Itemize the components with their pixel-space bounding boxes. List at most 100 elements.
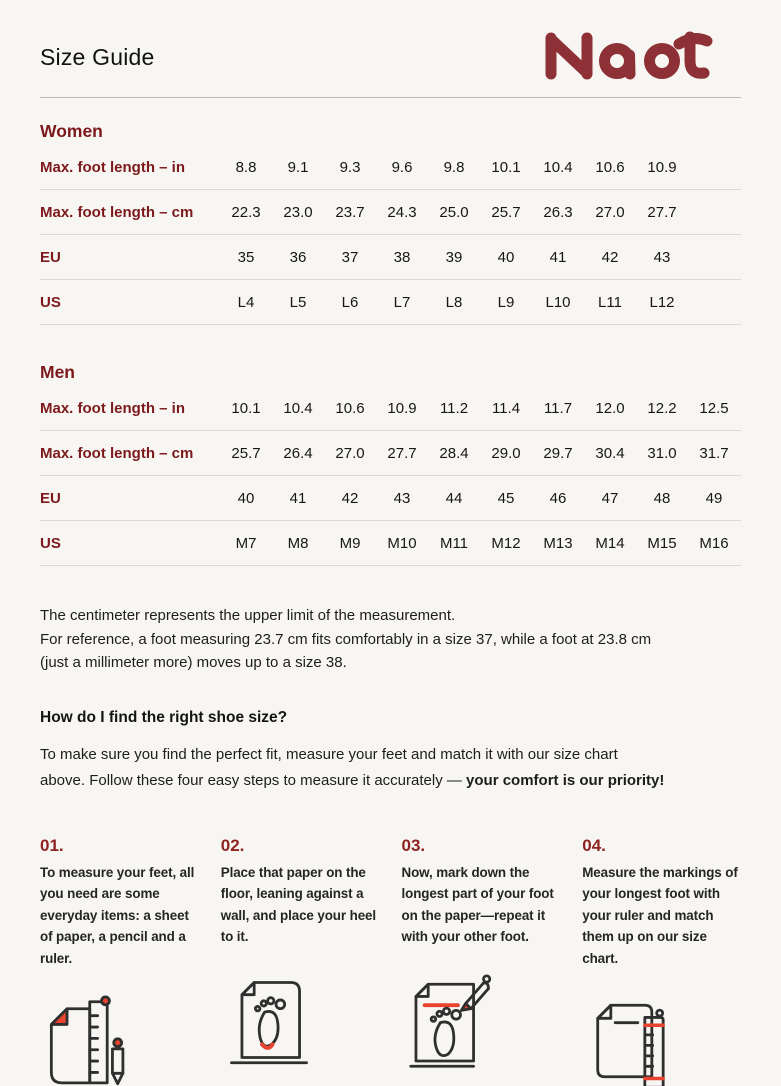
how-to-text-line1: To make sure you find the perfect fit, m… — [40, 745, 618, 763]
size-value-cell: L10 — [545, 293, 571, 311]
size-value-cell: 12.5 — [699, 399, 729, 417]
size-value-cell: 45 — [497, 489, 515, 507]
size-value-cell: 11.4 — [491, 399, 521, 417]
size-value-cell: 29.0 — [491, 444, 521, 462]
size-value-cell: L8 — [445, 293, 463, 311]
size-value-cell: 10.1 — [231, 399, 261, 417]
measuring-steps: 01. To measure your feet, all you need a… — [40, 836, 741, 1086]
size-value-cell: 38 — [393, 248, 411, 266]
size-value-cell: 43 — [653, 248, 671, 266]
size-value-cell: 42 — [341, 489, 359, 507]
step-4-text: Measure the markings of your longest foo… — [582, 864, 738, 966]
women-size-table: Max. foot length – in 8.8 9.1 9.3 9.6 9.8 10.1… — [40, 145, 741, 325]
measurement-note: The centimeter represents the upper limi… — [40, 604, 741, 675]
step-3: 03. Now, mark down the longest part of y… — [402, 836, 561, 1086]
step-1-text: To measure your feet, all you need are s… — [40, 864, 195, 966]
size-value-cell: M10 — [387, 534, 417, 552]
size-value-cell: 35 — [237, 248, 255, 266]
size-value-cell: 12.0 — [595, 399, 625, 417]
women-size-section: Women Max. foot length – in 8.8 9.1 9.3 9.6 9… — [40, 121, 741, 325]
size-row-label: Max. foot length – in — [40, 399, 185, 417]
size-row-label: US — [40, 293, 61, 311]
naot-logo — [541, 30, 741, 85]
section-heading-women: Women — [40, 121, 103, 141]
size-value-cell: 23.7 — [335, 203, 365, 221]
size-value-cell: 26.4 — [283, 444, 313, 462]
size-value-cell: 29.7 — [543, 444, 573, 462]
size-value-cell: 43 — [393, 489, 411, 507]
size-table-row: Max. foot length – cm 22.3 23.0 23.7 24.3 25.… — [40, 190, 741, 235]
size-table-row: US M7 M8 M9 M10 M11 M12 M13 M14 M15 M16 — [40, 521, 741, 566]
size-value-cell: 9.8 — [443, 158, 465, 176]
size-value-cell: 31.7 — [699, 444, 729, 462]
size-row-label: Max. foot length – cm — [40, 444, 194, 462]
size-value-cell: L11 — [598, 293, 622, 311]
size-value-cell: 25.0 — [439, 203, 469, 221]
size-value-cell: 10.9 — [647, 158, 677, 176]
size-value-cell: M13 — [543, 534, 573, 552]
size-value-cell: 36 — [289, 248, 307, 266]
size-value-cell: 49 — [705, 489, 723, 507]
size-value-cell: 10.9 — [387, 399, 417, 417]
size-value-cell: 37 — [341, 248, 359, 266]
size-value-cell: M12 — [491, 534, 521, 552]
size-value-cell: M15 — [647, 534, 677, 552]
size-value-cell: 9.3 — [339, 158, 361, 176]
size-value-cell: M11 — [439, 534, 469, 552]
size-value-cell: 9.1 — [287, 158, 309, 176]
size-row-label: EU — [40, 489, 61, 507]
size-value-cell: 27.7 — [647, 203, 677, 221]
how-to-paragraph: To make sure you find the perfect fit, m… — [40, 742, 741, 794]
size-value-cell: L5 — [289, 293, 307, 311]
step-1-number: 01. — [40, 835, 64, 855]
size-value-cell: 31.0 — [647, 444, 677, 462]
size-value-cell: M9 — [339, 534, 361, 552]
how-to-heading: How do I find the right shoe size? — [40, 708, 288, 726]
size-row-label: Max. foot length – in — [40, 158, 185, 176]
step-3-number: 03. — [401, 835, 426, 855]
size-value-cell: 10.4 — [283, 399, 313, 417]
step-3-text: Now, mark down the longest part of your … — [401, 864, 554, 945]
size-table-row: Max. foot length – in 8.8 9.1 9.3 9.6 9.8 10.1… — [40, 145, 741, 190]
paper-footprint-heel-icon — [221, 972, 380, 1078]
size-value-cell: M14 — [595, 534, 625, 552]
size-table-row: EU 35 36 37 38 39 40 41 42 43 — [40, 235, 741, 280]
size-value-cell: 26.3 — [543, 203, 573, 221]
size-value-cell: M8 — [287, 534, 309, 552]
size-value-cell: L9 — [497, 293, 515, 311]
size-table-row: EU 40 41 42 43 44 45 46 47 48 49 — [40, 476, 741, 521]
size-value-cell: 10.6 — [595, 158, 625, 176]
size-value-cell: 48 — [653, 489, 671, 507]
size-value-cell: 41 — [289, 489, 307, 507]
size-table-row: US L4 L5 L6 L7 L8 L9 L10 L11 L12 — [40, 280, 741, 325]
note-line: (just a millimeter more) moves up to a s… — [40, 654, 347, 671]
paper-ruler-measure-icon — [582, 993, 741, 1086]
size-value-cell: L7 — [393, 293, 411, 311]
step-1: 01. To measure your feet, all you need a… — [40, 836, 199, 1086]
size-value-cell: 40 — [237, 489, 255, 507]
header-divider — [40, 97, 741, 98]
size-value-cell: 8.8 — [235, 158, 257, 176]
step-2-number: 02. — [220, 835, 245, 855]
size-value-cell: 46 — [549, 489, 567, 507]
note-line: The centimeter represents the upper limi… — [40, 607, 456, 624]
size-row-label: EU — [40, 248, 61, 266]
page-header: Size Guide — [40, 0, 741, 88]
step-2-text: Place that paper on the floor, leaning a… — [220, 864, 377, 945]
size-value-cell: 25.7 — [231, 444, 261, 462]
size-value-cell: 40 — [497, 248, 515, 266]
size-value-cell: 44 — [445, 489, 463, 507]
size-value-cell: M16 — [699, 534, 729, 552]
size-value-cell: 23.0 — [283, 203, 313, 221]
size-value-cell: 28.4 — [439, 444, 469, 462]
size-value-cell: 41 — [549, 248, 567, 266]
paper-pencil-ruler-icon — [40, 993, 199, 1086]
size-value-cell: 25.7 — [491, 203, 521, 221]
size-value-cell: L6 — [341, 293, 359, 311]
size-value-cell: 24.3 — [387, 203, 417, 221]
size-value-cell: 39 — [445, 248, 463, 266]
size-table-row: Max. foot length – in 10.1 10.4 10.6 10.9 11.… — [40, 386, 741, 431]
size-value-cell: 42 — [601, 248, 619, 266]
size-value-cell: 9.6 — [391, 158, 413, 176]
